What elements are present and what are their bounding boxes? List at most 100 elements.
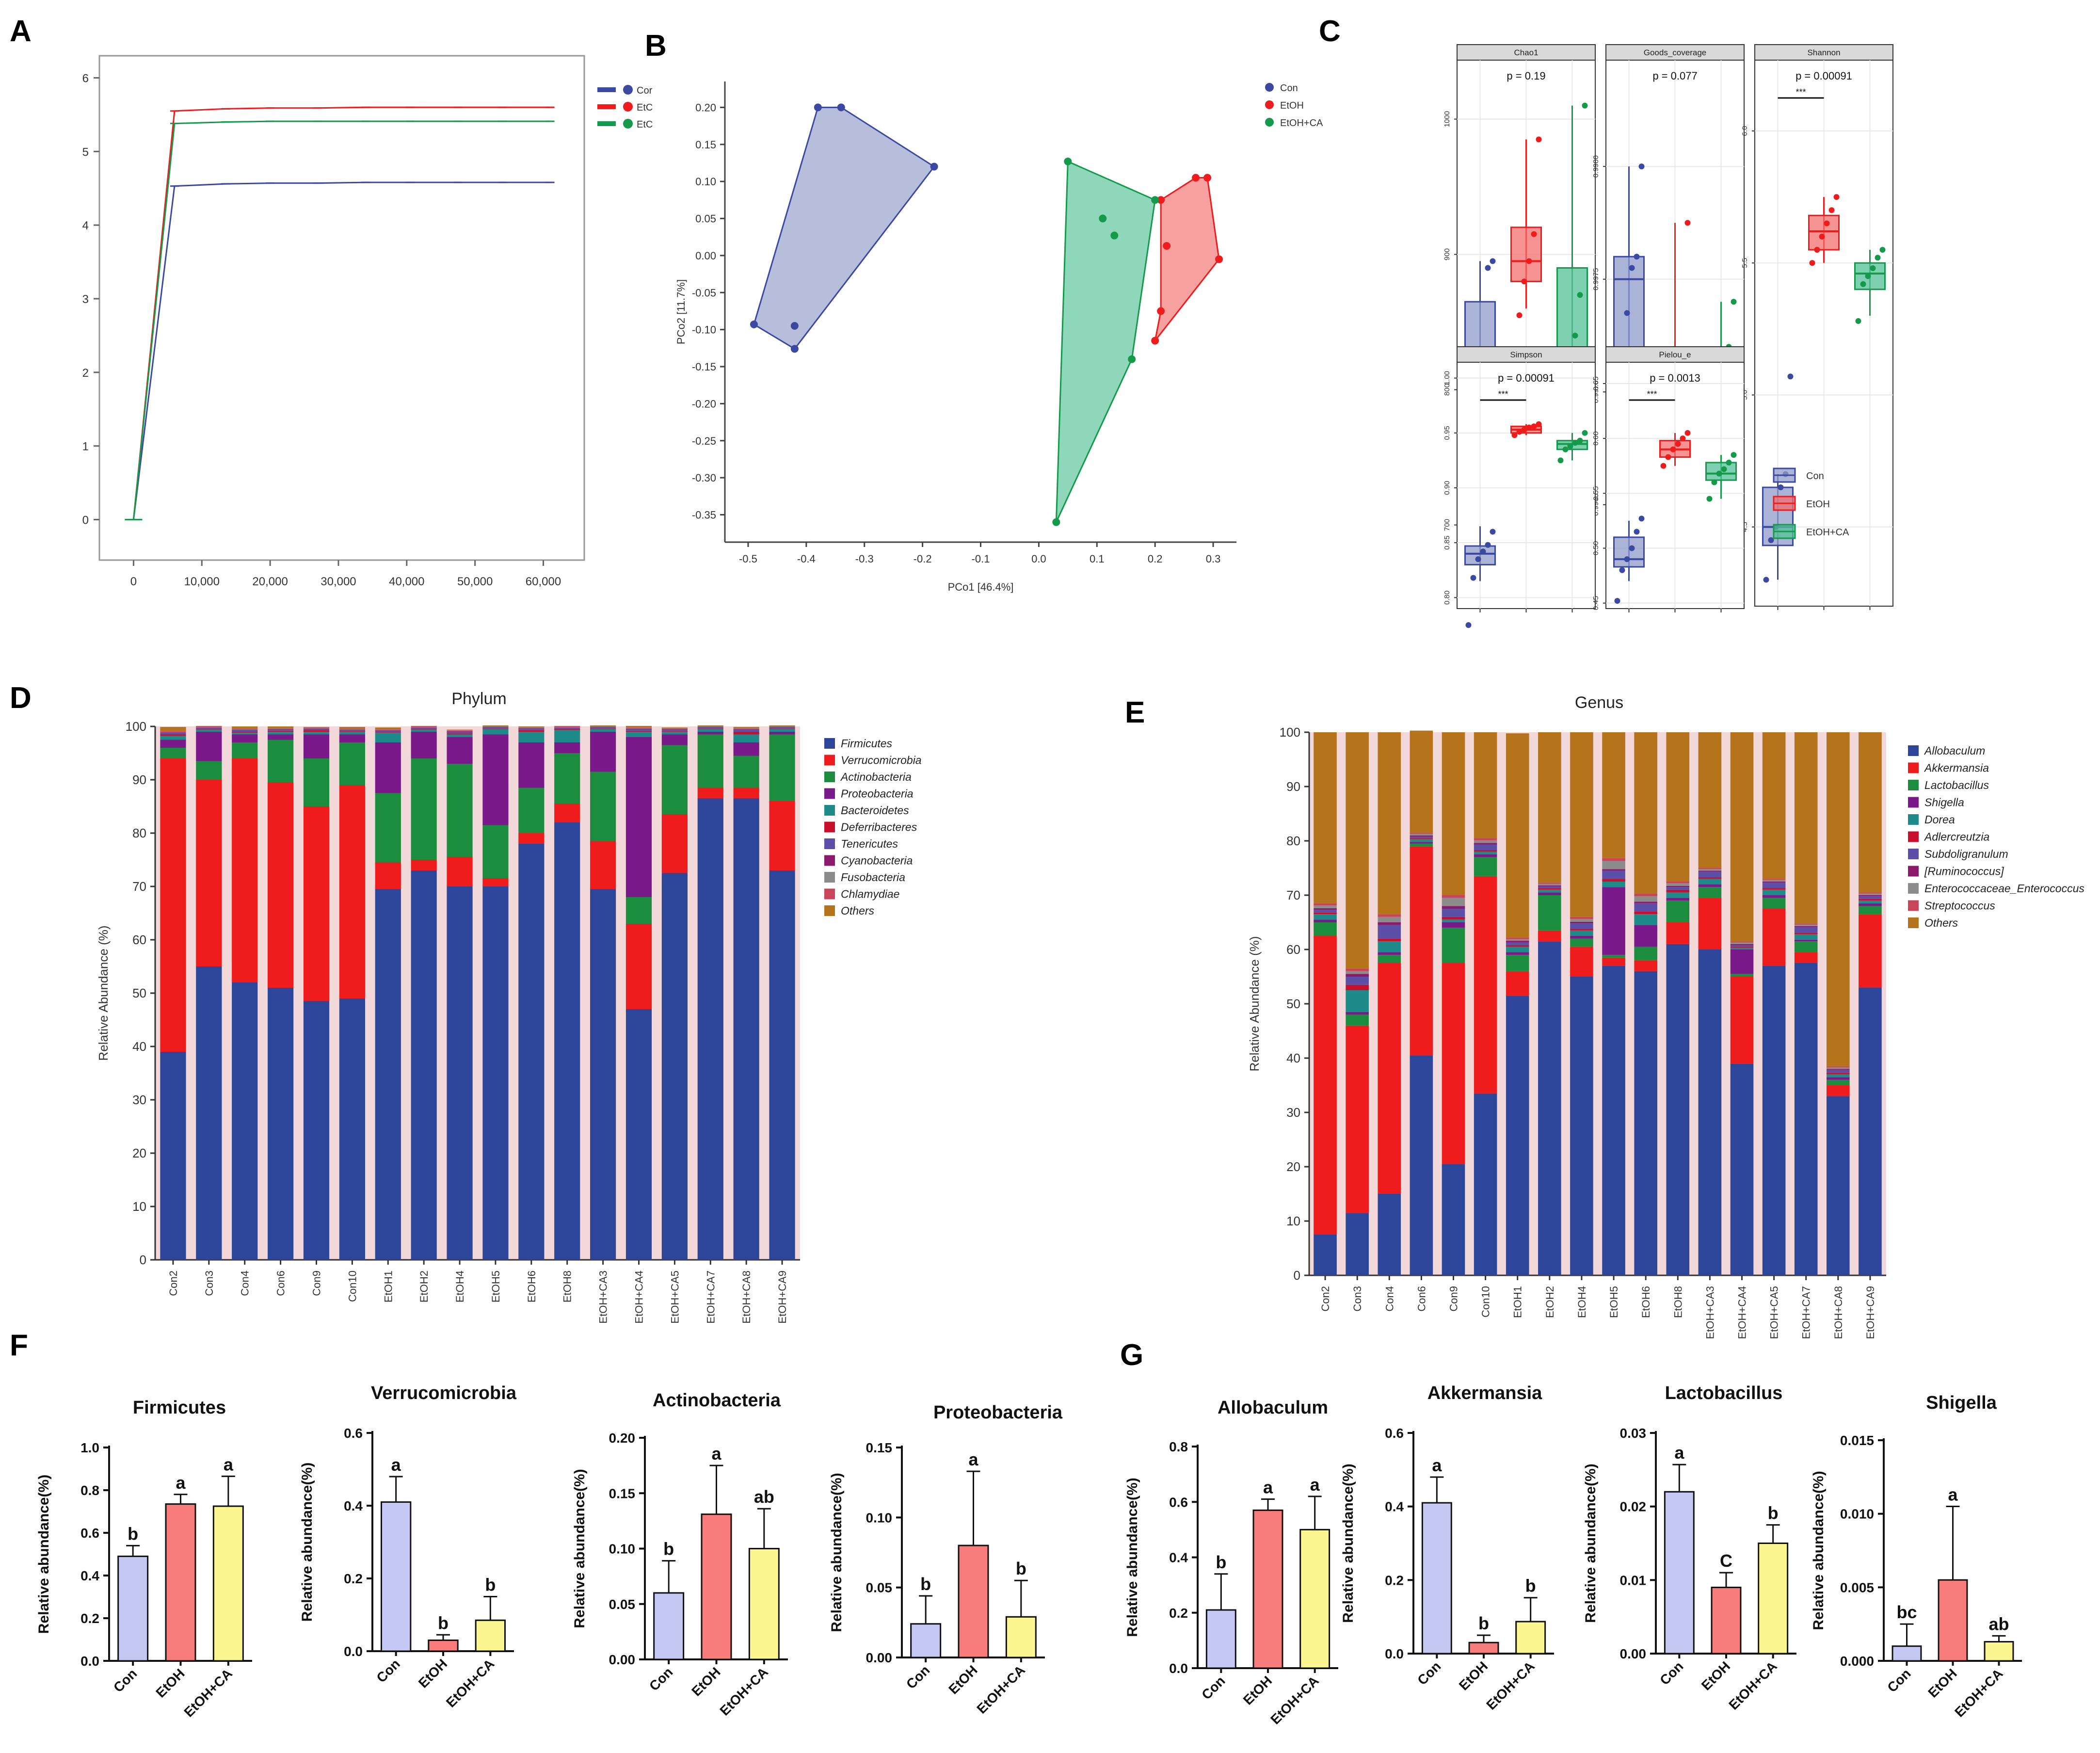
sample-point	[1151, 196, 1159, 204]
x-tick-label: EtOH+CA7	[705, 1271, 717, 1323]
x-tick-label: EtOH+CA8	[1832, 1286, 1844, 1339]
stack-segment-lactobacillus	[1570, 938, 1593, 947]
x-tick-label: Con	[373, 1656, 402, 1685]
stack-segment-bacteroidetes	[303, 732, 330, 735]
legend-swatch	[597, 87, 616, 92]
stack-segment-proteobacteria	[661, 734, 688, 745]
legend-label: Deferribacteres	[841, 821, 917, 834]
stack-segment-streptococcus	[1506, 937, 1529, 939]
stack-segment-lactobacillus	[1666, 901, 1690, 922]
y-tick-label: 0.15	[695, 139, 716, 151]
stack-segment-dorea	[1570, 930, 1593, 936]
significance-letter: b	[663, 1539, 674, 1559]
y-tick-label: 0.4	[1169, 1550, 1188, 1565]
y-tick-label: 0.2	[1385, 1573, 1404, 1588]
stack-segment-allobaculum	[1442, 1164, 1465, 1275]
stack-segment-subdoligranulum	[1410, 836, 1433, 838]
y-tick-label: 1.0	[80, 1440, 99, 1455]
bar-chart-title: Shigella	[1926, 1393, 1997, 1413]
stack-segment-fusobacteria	[590, 726, 616, 727]
stack-segment-lactobacillus	[1698, 887, 1722, 898]
stack-segment-enterococcaceae-enterococcus	[1346, 971, 1369, 974]
x-tick-label: EtOH+CA9	[1864, 1286, 1876, 1339]
stack-segment-subdoligranulum	[1666, 887, 1690, 890]
legend-swatch	[597, 104, 616, 109]
y-tick-label: 0.05	[866, 1580, 893, 1595]
stack-segment-shigella	[1827, 1077, 1850, 1080]
significance-letter: b	[1016, 1559, 1026, 1578]
stack-segment-actinobacteria	[554, 753, 580, 804]
stack-segment-proteobacteria	[160, 740, 186, 748]
legend-label: Con	[1280, 83, 1298, 94]
sample-point	[1638, 163, 1645, 170]
sample-point	[1582, 430, 1588, 436]
stack-segment-cyanobacteria	[661, 729, 688, 730]
stack-segment-bacteroidetes	[447, 734, 473, 737]
stack-segment-subdoligranulum	[1314, 910, 1337, 913]
bar-con	[380, 1501, 412, 1652]
y-tick-label: 0.0	[1169, 1661, 1188, 1676]
y-tick-label: 0.2	[1169, 1606, 1188, 1621]
sample-point	[1128, 355, 1136, 363]
x-tick-label: 60,000	[526, 575, 561, 588]
x-tick-label: EtOH+CA	[181, 1666, 235, 1720]
stack-segment-shigella	[1570, 936, 1593, 939]
stack-segment-others	[1378, 732, 1401, 915]
y-axis-label: Relative abundance(%)	[1124, 1478, 1140, 1637]
stack-segment-others	[1730, 732, 1754, 942]
stack-segment-cyanobacteria	[625, 728, 652, 729]
legend-swatch	[1908, 814, 1919, 825]
x-tick-label: EtOH+CA	[1483, 1658, 1538, 1713]
stack-segment-tenericutes	[661, 729, 688, 731]
bar-etoh	[165, 1503, 196, 1662]
stack-segment-akkermansia	[1666, 922, 1690, 944]
x-tick-label: Con4	[239, 1271, 251, 1296]
significance-stars: ***	[1795, 87, 1806, 97]
stack-segment-dorea	[1538, 889, 1561, 893]
legend-label: Chlamydiae	[841, 888, 899, 901]
sample-point	[1485, 265, 1491, 271]
stack-segment-firmicutes	[447, 886, 473, 1260]
y-axis-label: Relative abundance(%)	[829, 1473, 845, 1632]
legend-label: Bacteroidetes	[841, 804, 909, 817]
y-tick-label: 1	[82, 440, 89, 453]
stack-segment-actinobacteria	[411, 758, 437, 860]
sample-point	[1629, 265, 1635, 271]
legend-label: Lactobacillus	[1924, 779, 1989, 791]
stack-segment-bacteroidetes	[518, 732, 545, 742]
sample-point	[1860, 281, 1866, 287]
stack-segment-dorea	[1794, 934, 1818, 940]
x-tick-label: EtOH+CA4	[1736, 1286, 1748, 1339]
y-tick-label: -0.15	[692, 361, 716, 373]
bar-chart-title: Firmicutes	[133, 1398, 226, 1418]
stack-segment-akkermansia	[1698, 898, 1722, 949]
legend-label: Tenericutes	[841, 837, 898, 850]
stack-segment-firmicutes	[733, 798, 759, 1260]
stack-segment-enterococcaceae-enterococcus	[1442, 898, 1465, 906]
stack-segment-streptococcus	[1794, 923, 1818, 925]
stack-segment-cyanobacteria	[160, 732, 186, 733]
x-tick-label: -0.2	[914, 553, 932, 565]
stack-segment-shigella	[1538, 892, 1561, 895]
sample-point	[1787, 373, 1794, 380]
stack-segment-deferribacteres	[518, 730, 545, 732]
stack-segment-streptococcus	[1570, 917, 1593, 919]
stack-segment-dorea	[1442, 919, 1465, 922]
box	[1613, 536, 1645, 568]
stack-segment-actinobacteria	[733, 756, 759, 788]
x-tick-label: Con6	[1415, 1286, 1427, 1312]
legend-label: Verrucomicrobia	[841, 754, 922, 767]
legend-swatch	[1908, 849, 1919, 859]
legend-swatch	[1908, 917, 1919, 928]
facet-title: Pielou_e	[1659, 350, 1691, 359]
stack-segment-adlercreutzia	[1730, 947, 1754, 948]
stack-segment-bacteroidetes	[375, 733, 401, 742]
sample-point	[1490, 529, 1496, 535]
x-tick-label: 10,000	[184, 575, 220, 588]
stack-segment-others	[1859, 732, 1882, 893]
stack-segment-subdoligranulum	[1538, 886, 1561, 888]
stack-segment-others	[1442, 732, 1465, 895]
stack-segment-bacteroidetes	[697, 729, 723, 732]
x-tick-label: EtOH+CA	[1726, 1658, 1780, 1713]
y-tick-label: 0.6	[1169, 1495, 1188, 1510]
